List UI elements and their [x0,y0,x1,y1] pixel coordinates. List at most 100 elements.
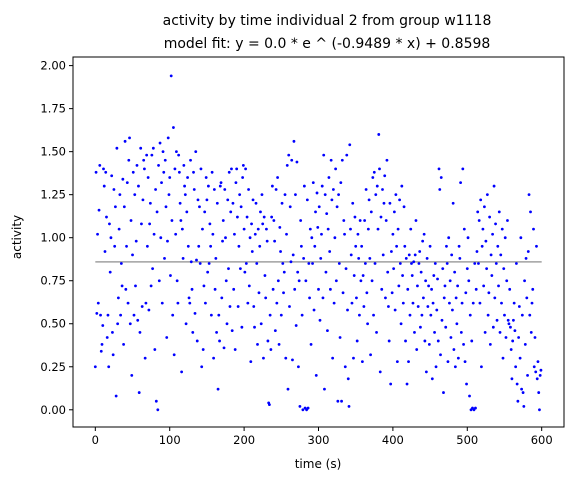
data-point-559 [509,348,513,351]
data-point-95 [164,205,168,209]
data-point-379 [375,184,379,188]
data-point-256 [284,356,288,360]
y-tick-label-5: 1.25 [40,188,66,202]
data-point-343 [349,227,352,231]
data-point-55 [134,239,138,243]
data-point-274 [297,279,301,283]
data-point-384 [379,215,383,219]
data-point-203 [244,262,248,265]
data-point-183 [230,167,233,171]
data-point-388 [382,201,386,205]
data-point-326 [336,399,340,403]
data-point-4 [96,301,100,305]
data-point-333 [341,291,345,295]
data-point-103 [170,219,174,222]
data-point-309 [323,193,327,197]
data-point-209 [249,360,253,363]
data-point-402 [392,210,396,214]
x-tick-label-300: 300 [308,433,330,447]
data-point-204 [245,215,249,219]
data-point-444 [424,279,428,283]
data-point-499 [465,382,468,386]
data-point-438 [419,270,423,274]
data-point-472 [445,244,448,248]
data-point-483 [453,270,457,274]
data-point-500 [465,267,469,271]
data-point-417 [404,339,407,343]
data-point-451 [429,313,433,317]
data-point-512 [474,287,478,291]
data-point-581 [526,373,529,377]
data-point-251 [280,201,284,205]
data-point-530 [488,215,492,219]
data-point-385 [380,287,384,291]
data-point-270 [294,324,298,327]
data-point-165 [216,387,220,391]
data-point-108 [174,232,178,236]
x-axis-label: time (s) [295,457,342,471]
data-point-214 [253,325,256,329]
data-point-262 [288,205,292,209]
data-point-163 [215,330,218,334]
data-point-129 [189,260,193,264]
data-point-412 [400,184,404,188]
data-point-366 [366,322,369,326]
data-point-323 [334,167,338,171]
data-point-133 [192,188,196,191]
data-point-75 [149,284,153,288]
data-point-7 [99,313,102,317]
data-point-503 [468,394,471,398]
data-point-476 [448,301,451,305]
data-point-303 [319,256,323,260]
data-point-356 [358,219,362,222]
data-point-320 [331,188,335,191]
data-point-81 [154,188,157,191]
data-point-137 [195,339,199,343]
data-point-33 [118,193,122,197]
data-point-315 [328,250,332,253]
data-point-276 [299,219,303,222]
data-point-289 [308,227,312,231]
data-point-97 [166,239,169,243]
data-point-82 [154,399,158,403]
data-point-426 [410,274,414,277]
data-point-158 [211,232,215,236]
data-point-104 [171,313,175,317]
data-point-572 [519,236,523,240]
data-point-552 [504,336,508,339]
data-point-394 [387,305,390,308]
data-point-168 [218,184,222,188]
data-point-169 [219,181,223,185]
data-point-382 [378,167,381,171]
data-point-469 [442,296,446,300]
data-point-144 [201,227,204,231]
data-point-244 [275,301,279,305]
data-point-403 [393,308,397,312]
data-point-99 [167,193,171,197]
data-point-332 [340,158,344,162]
data-point-450 [428,244,432,248]
data-point-358 [360,244,364,248]
data-point-410 [398,262,402,265]
data-point-281 [302,184,306,188]
data-point-526 [485,267,489,271]
data-point-470 [443,284,447,288]
data-point-428 [412,260,416,264]
data-point-9 [100,343,104,346]
data-point-496 [462,227,466,231]
data-point-537 [493,296,497,300]
data-point-263 [289,260,293,264]
x-tick-label-200: 200 [233,433,255,447]
data-point-424 [409,227,413,231]
data-point-269 [294,193,297,197]
data-point-354 [357,256,361,260]
data-point-15 [105,215,108,219]
x-tick-label-400: 400 [382,433,404,447]
data-point-206 [247,188,250,191]
data-point-531 [488,343,492,346]
data-point-257 [285,232,288,236]
data-point-595 [536,360,540,363]
data-point-136 [195,258,198,262]
data-point-395 [387,339,391,343]
